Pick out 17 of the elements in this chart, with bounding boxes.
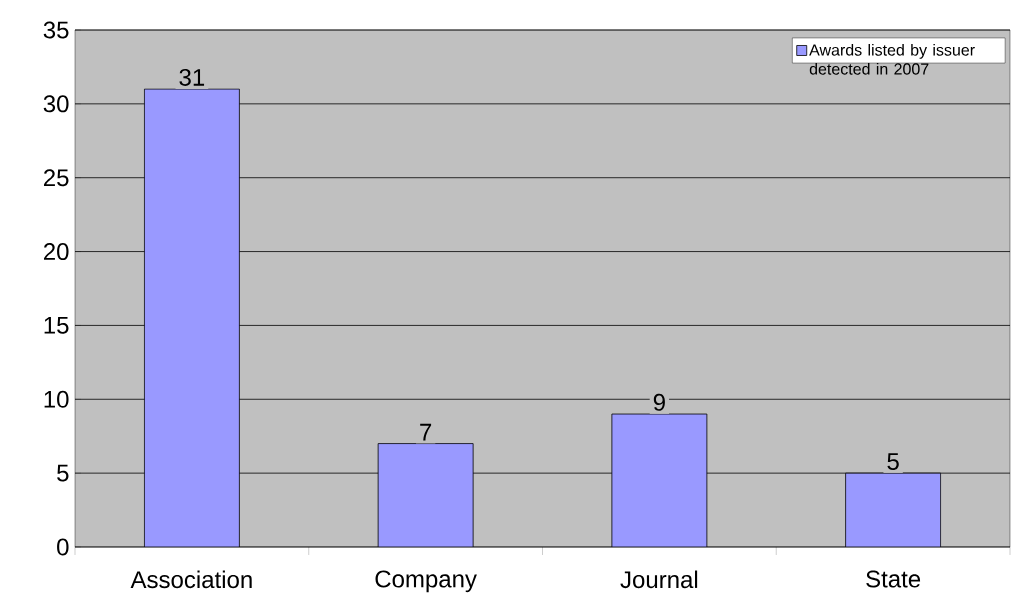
- x-tick-label: State: [866, 570, 921, 588]
- y-tick-label: 30: [43, 95, 69, 113]
- data-label: 5: [887, 453, 899, 470]
- x-tick-label: Company: [375, 570, 477, 593]
- data-label: 31: [179, 68, 205, 86]
- x-tick-label: Journal: [620, 570, 698, 589]
- y-tick-label: 15: [44, 317, 69, 334]
- y-tick-label: 35: [43, 21, 69, 39]
- data-label: 7: [420, 423, 432, 441]
- y-tick-label: 20: [43, 243, 69, 261]
- y-tick-label: 25: [43, 169, 69, 187]
- y-tick-label: 0: [57, 538, 69, 556]
- data-label: 9: [653, 393, 665, 411]
- x-tick-label: Association: [130, 570, 252, 589]
- y-tick-label: 10: [44, 390, 69, 408]
- legend-label: Awards listed by issuer detected in 2007: [809, 43, 975, 75]
- y-tick-label: 5: [57, 464, 69, 482]
